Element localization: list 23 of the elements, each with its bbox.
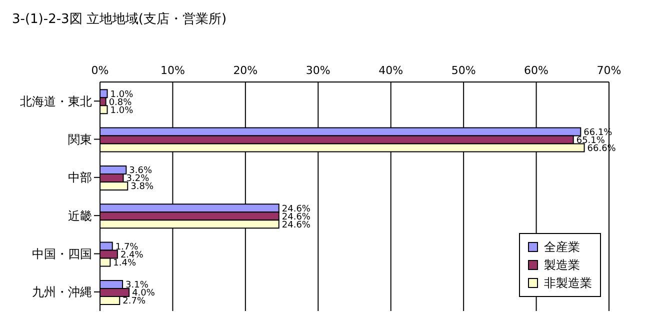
y-tick-label: 北海道・東北 [20,94,92,108]
data-label: 24.6% [282,220,311,230]
x-tick-label: 30% [306,64,330,77]
x-tick-label: 10% [160,64,185,77]
legend-label: 非製造業 [544,274,592,292]
data-label: 1.0% [110,106,134,116]
y-tick-label: 中国・四国 [32,247,92,262]
x-tick-label: 70% [596,64,622,77]
y-tick-label: 近畿 [68,208,92,223]
y-tick-label: 関東 [68,132,92,147]
chart-title: 3-(1)-2-3図 立地地域(支店・営業所) [12,11,227,28]
legend-label: 全産業 [544,238,580,256]
x-tick-label: 60% [524,64,549,77]
x-tick-label: 0% [91,64,109,77]
data-label: 1.4% [113,258,136,268]
data-label: 3.8% [130,182,154,192]
x-tick-label: 40% [378,64,404,77]
x-tick-label: 20% [233,64,258,77]
y-tick-label: 中部 [68,170,92,185]
legend-label: 製造業 [544,256,580,274]
data-label: 2.7% [122,296,146,307]
y-tick-label: 九州・沖縄 [32,285,92,300]
x-tick-label: 50% [451,64,476,77]
